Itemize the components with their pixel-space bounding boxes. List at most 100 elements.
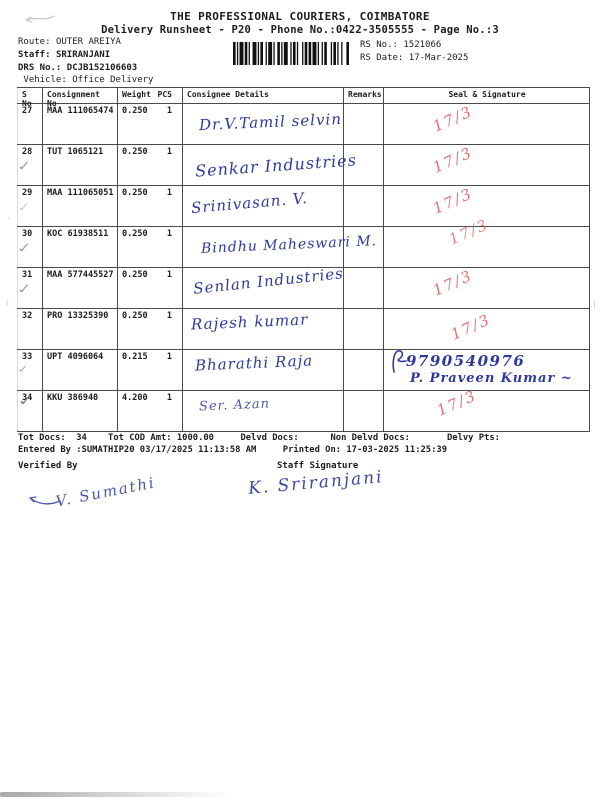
header-sno: S No <box>17 88 42 108</box>
weight-value: 0.250 <box>122 188 148 198</box>
seal-mark: 17/3 <box>430 102 476 136</box>
cell-consignment: MAA 577445527 <box>42 268 117 308</box>
table-row: 32 ✓ PRO 13325390 0.250 1 Rajesh kumar 1… <box>17 309 590 350</box>
consignee-handwriting: Dr.V.Tamil selvin <box>198 109 343 135</box>
totals-line: Tot Docs: 34 Tot COD Amt: 1000.00 Delvd … <box>18 433 500 443</box>
sno-value: 34 <box>22 393 33 403</box>
route-line: Route: OUTER AREIYA <box>18 36 153 49</box>
consignee-handwriting: Bharathi Raja <box>194 351 314 375</box>
cell-consignment: MAA 111065474 <box>42 104 117 144</box>
cell-seal-signature: 17/3 <box>383 266 590 308</box>
cell-seal-signature: 17/3 <box>383 143 590 185</box>
cell-consignment: KKU 386940 <box>42 391 117 431</box>
pcs-value: 1 <box>166 270 172 280</box>
drs-label: DRS No.: <box>18 62 62 73</box>
verified-by-label: Verified By <box>18 461 78 471</box>
cell-seal-signature: 17/3 <box>383 309 590 349</box>
cell-sno: 31 ✓ <box>17 268 42 308</box>
consignment-value: KKU 386940 <box>47 393 99 403</box>
sno-value: 29 <box>22 188 33 198</box>
consignment-value: MAA 577445527 <box>47 270 114 280</box>
staff-line: Staff: SRIRANJANI <box>18 49 153 62</box>
drs-line: DRS No.: DCJB152106603 <box>18 62 153 75</box>
checkmark-icon: ✓ <box>16 280 32 298</box>
company-title: THE PROFESSIONAL COURIERS, COIMBATORE <box>170 10 430 23</box>
seal-mark: 17/3 <box>430 266 476 300</box>
sno-value: 33 <box>22 352 33 362</box>
consignee-handwriting: Rajesh kumar <box>190 310 309 334</box>
vehicle-value: Office Delivery <box>72 75 154 86</box>
table-row: 28 ✓ TUT 1065121 0.250 1 Senkar Industri… <box>16 143 590 186</box>
pcs-value: 1 <box>166 188 172 198</box>
pen-flourish-icon <box>392 350 407 373</box>
pcs-value: 1 <box>166 352 172 362</box>
staff-label: Staff: <box>18 49 51 60</box>
cell-consignment: UPT 4096064 <box>42 350 117 390</box>
table-row: 31 ✓ MAA 577445527 0.250 1 Senlan Indust… <box>17 264 590 309</box>
cell-sno: 33 ✓ <box>17 350 42 390</box>
barcode-icon <box>233 42 349 65</box>
consignment-value: KOC 61938511 <box>47 229 109 239</box>
checkmark-icon: ✓ <box>16 239 32 257</box>
cell-remarks <box>343 104 383 144</box>
checkmark-icon: ✓ <box>17 389 35 410</box>
consignment-value: MAA 111065474 <box>47 106 114 116</box>
checkmark-icon: ✓ <box>17 363 29 376</box>
weight-value: 0.250 <box>122 229 148 239</box>
verified-signature-handwriting: V. Sumathi <box>54 473 158 511</box>
consignee-handwriting: Senlan Industries <box>192 264 345 298</box>
checkmark-icon: ✓ <box>16 198 32 216</box>
cell-seal-signature: 9790540976 P. Praveen Kumar ~ <box>383 350 590 390</box>
cell-weight-pcs: 0.250 1 <box>117 268 182 308</box>
scan-speck: . <box>6 212 11 221</box>
consignment-value: PRO 13325390 <box>47 311 109 321</box>
cell-remarks <box>343 350 383 390</box>
rs-date-value: 17-Mar-2025 <box>408 53 469 63</box>
consignee-handwriting: Ser. Azan <box>198 396 271 415</box>
table-row: 27 ✓ MAA 111065474 0.250 1 Dr.V.Tamil se… <box>17 102 590 145</box>
cell-sno: 34 ✓ <box>17 389 42 431</box>
cell-consignee: Srinivasan. V. <box>182 186 343 226</box>
pcs-value: 1 <box>166 147 172 157</box>
cell-seal-signature: 17/3 <box>383 215 590 267</box>
weight-value: 4.200 <box>122 393 148 403</box>
cell-sno: 29 ✓ <box>17 186 42 226</box>
consignment-value: UPT 4096064 <box>47 352 104 362</box>
table-row: 30 ✓ KOC 61938511 0.250 1 Bindhu Maheswa… <box>17 215 590 268</box>
cell-weight-pcs: 0.250 1 <box>117 145 182 185</box>
cell-weight-pcs: 4.200 1 <box>117 391 182 431</box>
cell-weight-pcs: 0.215 1 <box>117 350 182 390</box>
cell-seal-signature: 17/3 <box>383 102 590 144</box>
cell-consignee: Bindhu Maheswari M. <box>182 227 377 267</box>
table-row: 33 ✓ UPT 4096064 0.215 1 Bharathi Raja 9… <box>17 350 590 391</box>
cell-remarks <box>343 145 383 185</box>
checkmark-icon: ✓ <box>16 157 32 175</box>
header-seal: Seal & Signature <box>383 88 590 103</box>
seal-mark: 17/3 <box>448 310 494 344</box>
runsheet-subtitle: Delivery Runsheet - P20 - Phone No.:0422… <box>101 24 499 36</box>
cell-sno: 27 ✓ <box>17 104 42 144</box>
cell-sno: 32 ✓ <box>17 309 42 349</box>
seal-mark: 17/3 <box>430 184 476 218</box>
seal-mark-line2: P. Praveen Kumar ~ <box>410 371 573 386</box>
cell-consignee: Rajesh kumar <box>182 309 343 349</box>
cell-sno: 30 ✓ <box>17 227 42 267</box>
rs-no-value: 1521066 <box>403 40 442 50</box>
cell-weight-pcs: 0.250 1 <box>117 227 182 267</box>
entered-printed-line: Entered By :SUMATHIP20 03/17/2025 11:13:… <box>18 445 447 455</box>
pcs-value: 1 <box>166 106 172 116</box>
table-header-row: S No Consignment No Weight PCS Consignee… <box>17 88 590 108</box>
meta-block: Route: OUTER AREIYA Staff: SRIRANJANI DR… <box>18 36 153 87</box>
cell-consignee: Dr.V.Tamil selvin <box>182 104 343 144</box>
sno-value: 30 <box>22 229 33 239</box>
header-weight-pcs: Weight PCS <box>117 88 182 103</box>
cell-remarks <box>343 391 383 431</box>
cell-seal-signature: 17/3 <box>383 184 590 226</box>
cell-weight-pcs: 0.250 1 <box>117 309 182 349</box>
pen-stroke-icon <box>29 496 61 505</box>
rs-date-line: RS Date: 17-Mar-2025 <box>360 52 468 65</box>
consignee-handwriting: Srinivasan. V. <box>190 188 309 218</box>
weight-value: 0.250 <box>122 270 148 280</box>
cell-remarks <box>343 227 383 267</box>
